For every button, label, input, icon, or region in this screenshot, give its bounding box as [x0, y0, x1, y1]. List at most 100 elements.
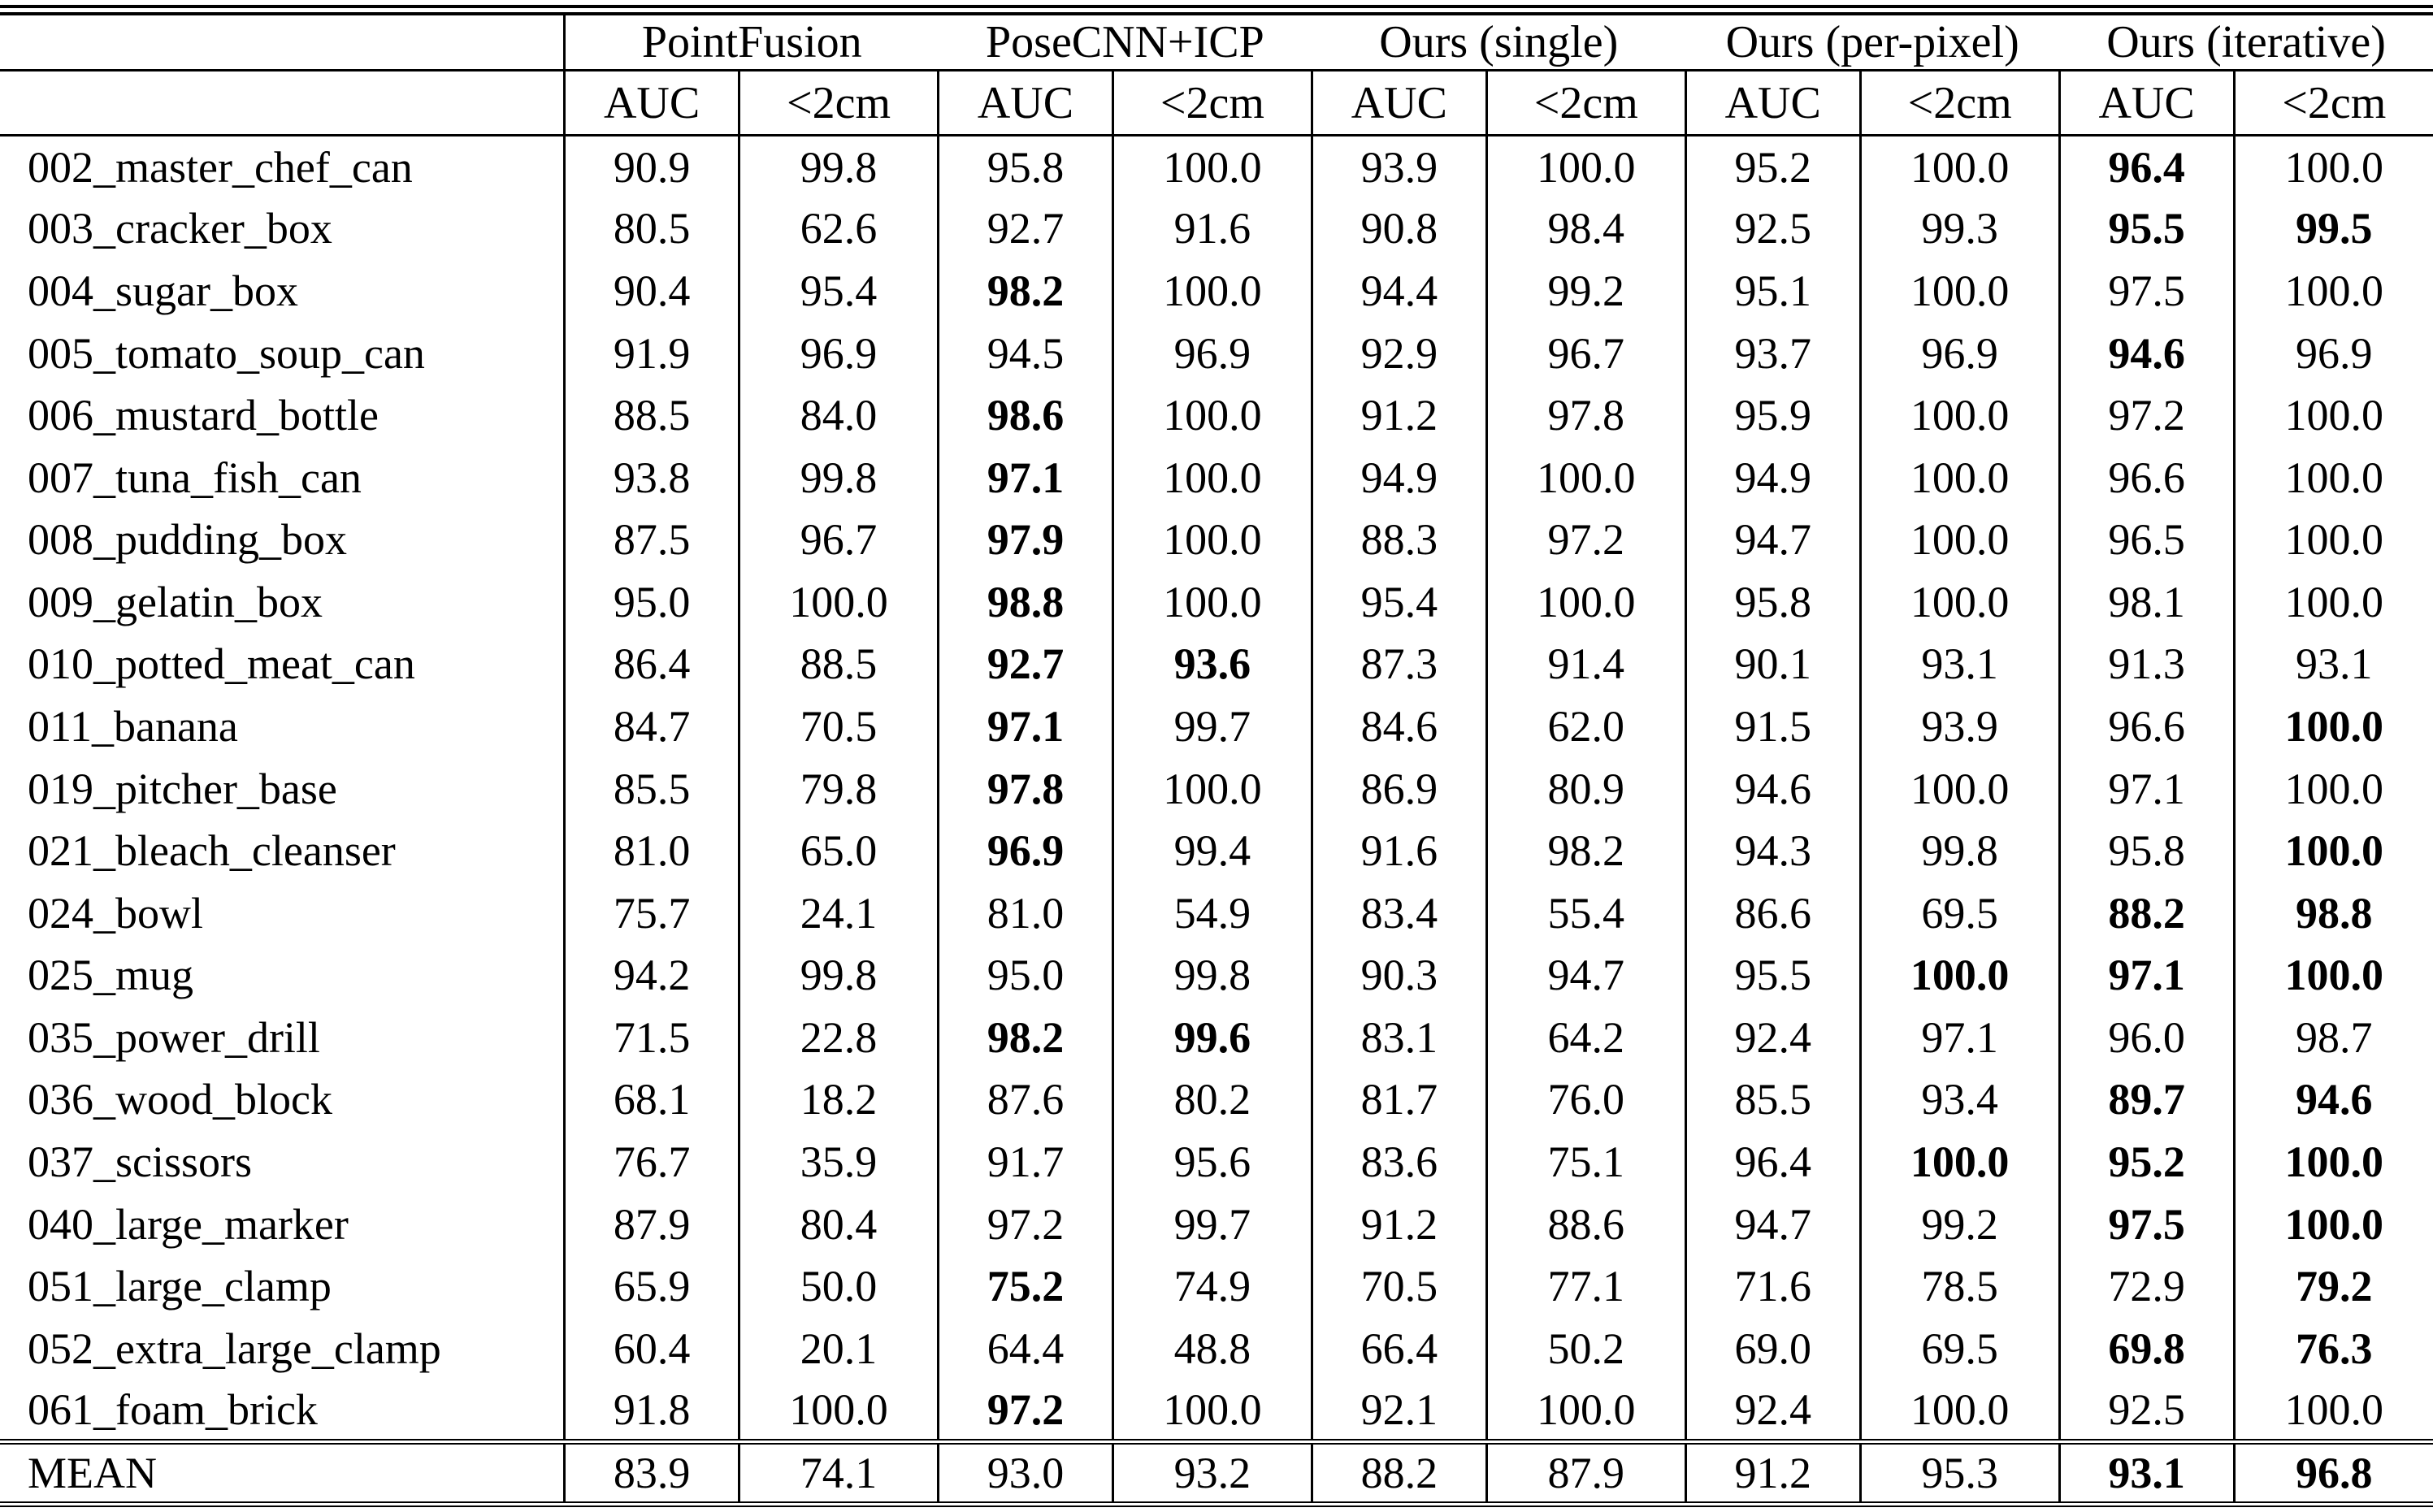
cell-value: 100.0: [2232, 1193, 2433, 1255]
cell-value: 97.5: [2058, 259, 2235, 323]
cell-value: 50.2: [1485, 1317, 1686, 1380]
cell-value: 94.6: [2058, 322, 2235, 384]
cell-value: 90.3: [1310, 944, 1487, 1007]
cell-value: 97.9: [936, 508, 1113, 571]
results-table: PointFusion PoseCNN+ICP Ours (single) Ours …: [0, 5, 2433, 1507]
cell-value: 94.6: [2232, 1068, 2433, 1131]
cell-value: 90.8: [1310, 197, 1487, 260]
cell-value: 97.2: [936, 1380, 1113, 1442]
cell-value: 78.5: [1858, 1254, 2060, 1318]
cell-value: 96.8: [2232, 1439, 2433, 1505]
cell-value: 65.9: [563, 1254, 739, 1318]
cell-value: 96.0: [2058, 1006, 2235, 1069]
cell-value: 75.7: [563, 882, 739, 945]
cell-value: 98.2: [936, 1006, 1113, 1069]
cell-value: 74.1: [738, 1439, 939, 1505]
cell-value: 85.5: [563, 757, 739, 820]
table-row-040-large-marker: 040_large_marker 87.9 80.4 97.2 99.7 91.2 88.6…: [0, 1193, 2433, 1255]
cell-value: 83.4: [1310, 882, 1487, 945]
cell-value: 80.5: [563, 197, 739, 260]
cell-value: 84.0: [738, 383, 939, 447]
cell-value: 86.9: [1310, 757, 1487, 820]
cell-value: 98.2: [936, 259, 1113, 323]
group-header-posecnn-icp: PoseCNN+ICP: [938, 10, 1312, 71]
cell-value: 81.0: [936, 882, 1113, 945]
cell-value: 93.2: [1111, 1439, 1312, 1505]
cell-value: 96.9: [1111, 322, 1312, 384]
row-label-008-pudding-box: 008_pudding_box: [28, 515, 348, 565]
cell-value: 55.4: [1485, 882, 1686, 945]
cell-value: 99.8: [1858, 819, 2060, 882]
row-label-025-mug: 025_mug: [28, 951, 194, 1000]
cell-value: 99.2: [1485, 259, 1686, 323]
table-row-051-large-clamp: 051_large_clamp 65.9 50.0 75.2 74.9 70.5 77.1 7…: [0, 1254, 2433, 1318]
cell-value: 99.5: [2232, 197, 2433, 260]
cell-value: 100.0: [2232, 446, 2433, 509]
cell-value: 87.9: [563, 1193, 739, 1255]
cell-value: 95.0: [936, 944, 1113, 1007]
row-label-006-mustard-bottle: 006_mustard_bottle: [28, 391, 379, 440]
cell-value: 76.0: [1485, 1068, 1686, 1131]
table-row-009-gelatin-box: 009_gelatin_box 95.0 100.0 98.8 100.0 95.4 100…: [0, 570, 2433, 634]
cell-value: 96.7: [738, 508, 939, 571]
row-label-052-extra-large-clamp: 052_extra_large_clamp: [28, 1324, 441, 1373]
row-label-004-sugar-box: 004_sugar_box: [28, 266, 298, 315]
cell-value: 68.1: [563, 1068, 739, 1131]
cell-value: 95.4: [1310, 570, 1487, 634]
cell-value: 97.1: [2058, 757, 2235, 820]
cell-value: 100.0: [1485, 446, 1686, 509]
cell-value: 18.2: [738, 1068, 939, 1131]
cell-value: 99.2: [1858, 1193, 2060, 1255]
cell-value: 88.2: [1310, 1439, 1487, 1505]
cell-value: 98.7: [2232, 1006, 2433, 1069]
cell-value: 100.0: [2232, 819, 2433, 882]
cell-value: 97.5: [2058, 1193, 2235, 1255]
table-row-052-extra-large-clamp: 052_extra_large_clamp 60.4 20.1 64.4 48.8 66.…: [0, 1317, 2433, 1380]
cell-value: 95.5: [1684, 944, 1861, 1007]
cell-value: 76.3: [2232, 1317, 2433, 1380]
cell-value: 62.6: [738, 197, 939, 260]
cell-value: 35.9: [738, 1130, 939, 1194]
cell-value: 88.5: [563, 383, 739, 447]
cell-value: 100.0: [1858, 446, 2060, 509]
cell-value: 100.0: [1111, 570, 1312, 634]
cell-value: 87.3: [1310, 633, 1487, 695]
cell-value: 99.8: [738, 944, 939, 1007]
cell-value: 100.0: [1858, 1130, 2060, 1194]
cell-value: 100.0: [2232, 757, 2433, 820]
cell-value: 96.9: [936, 819, 1113, 882]
cell-value: 91.2: [1684, 1439, 1861, 1505]
cell-value: 69.5: [1858, 882, 2060, 945]
cell-value: 94.9: [1310, 446, 1487, 509]
cell-value: 100.0: [1111, 508, 1312, 571]
cell-value: 97.2: [1485, 508, 1686, 571]
cell-value: 95.0: [563, 570, 739, 634]
table-row-011-banana: 011_banana 84.7 70.5 97.1 99.7 84.6 62.0 91.5 93…: [0, 695, 2433, 758]
cell-value: 100.0: [1858, 757, 2060, 820]
cell-value: 97.1: [936, 446, 1113, 509]
cell-value: 81.7: [1310, 1068, 1487, 1131]
cell-value: 91.2: [1310, 1193, 1487, 1255]
row-label-010-potted-meat-can: 010_potted_meat_can: [28, 639, 415, 689]
cell-value: 99.8: [738, 135, 939, 198]
cell-value: 100.0: [2232, 135, 2433, 198]
table-row-003-cracker-box: 003_cracker_box 80.5 62.6 92.7 91.6 90.8 98.4 9…: [0, 197, 2433, 260]
table-row-024-bowl: 024_bowl 75.7 24.1 81.0 54.9 83.4 55.4 86.6 69.5…: [0, 882, 2433, 945]
cell-value: 100.0: [1111, 446, 1312, 509]
cell-value: 100.0: [1111, 1380, 1312, 1442]
cell-value: 83.9: [563, 1439, 739, 1505]
cell-value: 97.1: [1858, 1006, 2060, 1069]
cell-value: 96.6: [2058, 446, 2235, 509]
cell-value: 93.9: [1310, 135, 1487, 198]
cell-value: 93.6: [1111, 633, 1312, 695]
group-header-pointfusion: PointFusion: [564, 10, 939, 71]
cell-value: 92.4: [1684, 1006, 1861, 1069]
col-header-auc-ours-single: AUC: [1310, 70, 1487, 136]
cell-value: 100.0: [1858, 944, 2060, 1007]
cell-value: 90.4: [563, 259, 739, 323]
cell-value: 93.9: [1858, 695, 2060, 758]
cell-value: 95.3: [1858, 1439, 2060, 1505]
cell-value: 96.6: [2058, 695, 2235, 758]
row-label-mean: MEAN: [0, 1439, 565, 1505]
cell-value: 83.6: [1310, 1130, 1487, 1194]
